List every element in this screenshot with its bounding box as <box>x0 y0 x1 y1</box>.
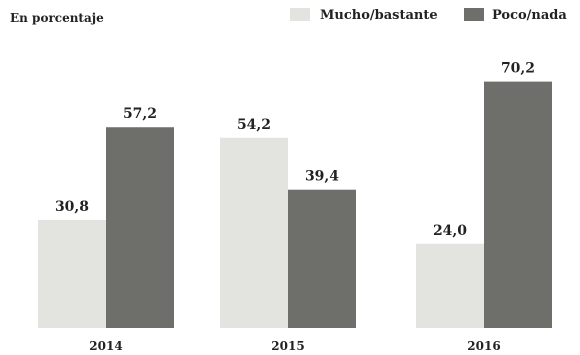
value-label-2015-poco-nada: 39,4 <box>305 169 339 185</box>
value-label-2016-poco-nada: 70,2 <box>501 61 535 77</box>
legend-swatch-mucho-bastante <box>290 8 310 21</box>
value-labels: 30,8 57,2 54,2 39,4 24,0 70,2 <box>55 61 535 239</box>
legend-label-poco-nada: Poco/nada <box>492 8 567 23</box>
bars <box>38 81 552 329</box>
y-axis-label: En porcentaje <box>10 11 104 25</box>
legend-label-mucho-bastante: Mucho/bastante <box>320 8 438 23</box>
bar-2015-poco-nada <box>288 189 356 328</box>
bar-2015-mucho-bastante <box>220 137 288 328</box>
bar-2014-mucho-bastante <box>38 219 106 328</box>
category-label-2016: 2016 <box>467 339 500 353</box>
category-label-2014: 2014 <box>89 339 122 353</box>
category-labels: 2014 2015 2016 <box>89 339 500 353</box>
bar-2016-mucho-bastante <box>416 243 484 328</box>
value-label-2014-poco-nada: 57,2 <box>123 106 157 122</box>
value-label-2014-mucho-bastante: 30,8 <box>55 199 89 215</box>
legend: Mucho/bastante Poco/nada <box>290 8 567 23</box>
category-label-2015: 2015 <box>271 339 304 353</box>
value-label-2016-mucho-bastante: 24,0 <box>433 223 467 239</box>
bar-2016-poco-nada <box>484 81 552 329</box>
value-label-2015-mucho-bastante: 54,2 <box>237 117 271 133</box>
legend-swatch-poco-nada <box>464 8 484 21</box>
bar-2014-poco-nada <box>106 127 174 328</box>
